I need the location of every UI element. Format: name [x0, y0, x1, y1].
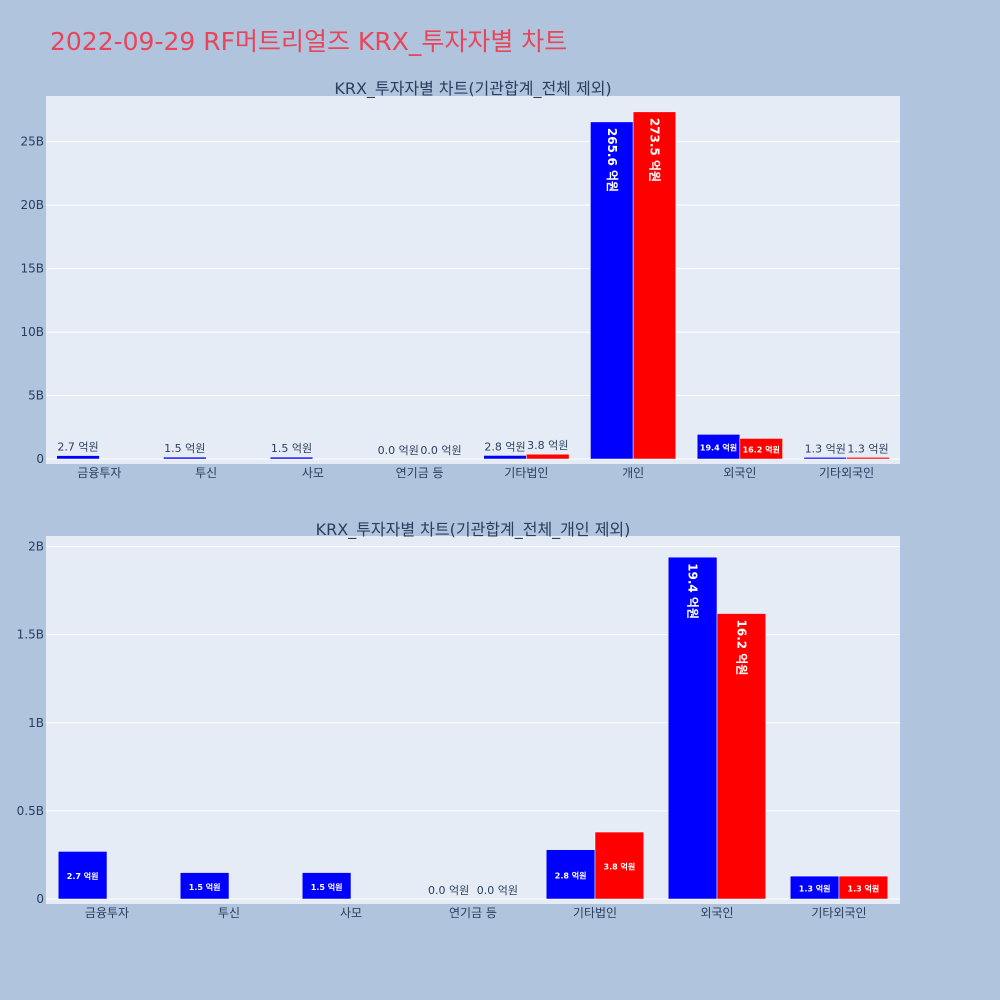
bar-b [716, 613, 767, 900]
bar-b [594, 831, 645, 900]
data-label: 19.4 억원 [686, 563, 700, 619]
x-tick-label: 외국인 [723, 466, 756, 480]
chart-panel-2: 0 0.5B 1B 1.5B 2B KRX_투자자별 차트(기관합계_전체_개인 제외) 금… [17, 520, 900, 920]
data-label: 3.8 억원 [527, 439, 568, 452]
x-tick-label: 기타외국인 [811, 906, 866, 920]
x-tick-label: 투신 [195, 466, 217, 480]
x-tick-label: 연기금 등 [449, 906, 497, 920]
data-label: 0.0 억원 [378, 444, 419, 457]
bar-b [846, 457, 890, 460]
bar-a [301, 872, 352, 900]
x-tick-label: 금융투자 [77, 466, 121, 480]
chart-panel-1: 0 5B 10B 15B 20B 25B KRX_투자자별 차트(기관합계_전체 제외) 금융… [20, 79, 900, 480]
plot-area [46, 536, 900, 904]
y-tick-label: 0.5B [17, 804, 44, 818]
data-label: 1.3 억원 [848, 884, 880, 894]
chart-title: KRX_투자자별 차트(기관합계_전체_개인 제외) [316, 520, 631, 540]
data-label: 2.8 억원 [484, 440, 525, 453]
bar-b [526, 453, 570, 460]
data-label: 1.5 억원 [271, 442, 312, 455]
bar-b [739, 438, 783, 460]
data-label: 2.7 억원 [67, 871, 99, 881]
x-tick-label: 투신 [218, 906, 240, 920]
y-tick-label: 10B [20, 325, 44, 339]
y-tick-label: 5B [28, 389, 44, 403]
data-label: 0.0 억원 [428, 884, 469, 897]
bar-a [803, 457, 847, 460]
bar-a [179, 872, 230, 900]
data-label: 0.0 억원 [420, 444, 461, 457]
bar-a [269, 456, 314, 460]
bar-a [56, 455, 100, 460]
y-tick-label: 20B [20, 198, 44, 212]
y-tick-label: 0 [36, 452, 44, 466]
page-title: 2022-09-29 RF머트리얼즈 KRX_투자자별 차트 [50, 27, 568, 56]
plot-area [46, 96, 900, 464]
x-tick-label: 외국인 [700, 906, 733, 920]
x-tick-label: 기타법인 [504, 466, 548, 480]
data-label: 1.5 억원 [189, 882, 221, 892]
data-label: 16.2 억원 [734, 620, 748, 676]
data-label: 273.5 억원 [647, 118, 661, 182]
bar-a [483, 455, 527, 460]
x-tick-label: 연기금 등 [396, 466, 444, 480]
y-tick-label: 15B [20, 262, 44, 276]
x-tick-label: 기타법인 [573, 906, 617, 920]
data-label: 0.0 억원 [477, 884, 518, 897]
data-label: 1.5 억원 [311, 882, 343, 892]
data-label: 16.2 억원 [743, 445, 780, 455]
chart-title: KRX_투자자별 차트(기관합계_전체 제외) [334, 79, 611, 99]
bar-a [57, 851, 108, 900]
x-tick-label: 기타외국인 [819, 466, 874, 480]
bar-a [667, 556, 718, 900]
x-tick-label: 개인 [622, 466, 644, 480]
x-tick-label: 사모 [340, 906, 362, 920]
data-label: 19.4 억원 [700, 443, 737, 453]
bar-b [632, 111, 677, 460]
data-label: 2.8 억원 [555, 870, 587, 880]
bar-a [545, 849, 596, 900]
y-tick-label: 1B [28, 716, 44, 730]
y-tick-label: 25B [20, 135, 44, 149]
data-label: 1.3 억원 [847, 442, 888, 455]
data-label: 2.7 억원 [57, 441, 98, 454]
bar-a [696, 434, 741, 460]
data-label: 265.6 억원 [605, 128, 619, 192]
data-label: 1.3 억원 [799, 884, 831, 894]
y-tick-label: 0 [36, 892, 44, 906]
x-tick-label: 사모 [302, 466, 324, 480]
bar-a [163, 456, 207, 460]
data-label: 3.8 억원 [604, 862, 636, 872]
y-tick-label: 1.5B [17, 628, 44, 642]
y-tick-label: 2B [28, 540, 44, 554]
x-tick-label: 금융투자 [85, 906, 129, 920]
data-label: 1.5 억원 [164, 442, 205, 455]
bar-b [838, 875, 889, 900]
data-label: 1.3 억원 [805, 442, 846, 455]
